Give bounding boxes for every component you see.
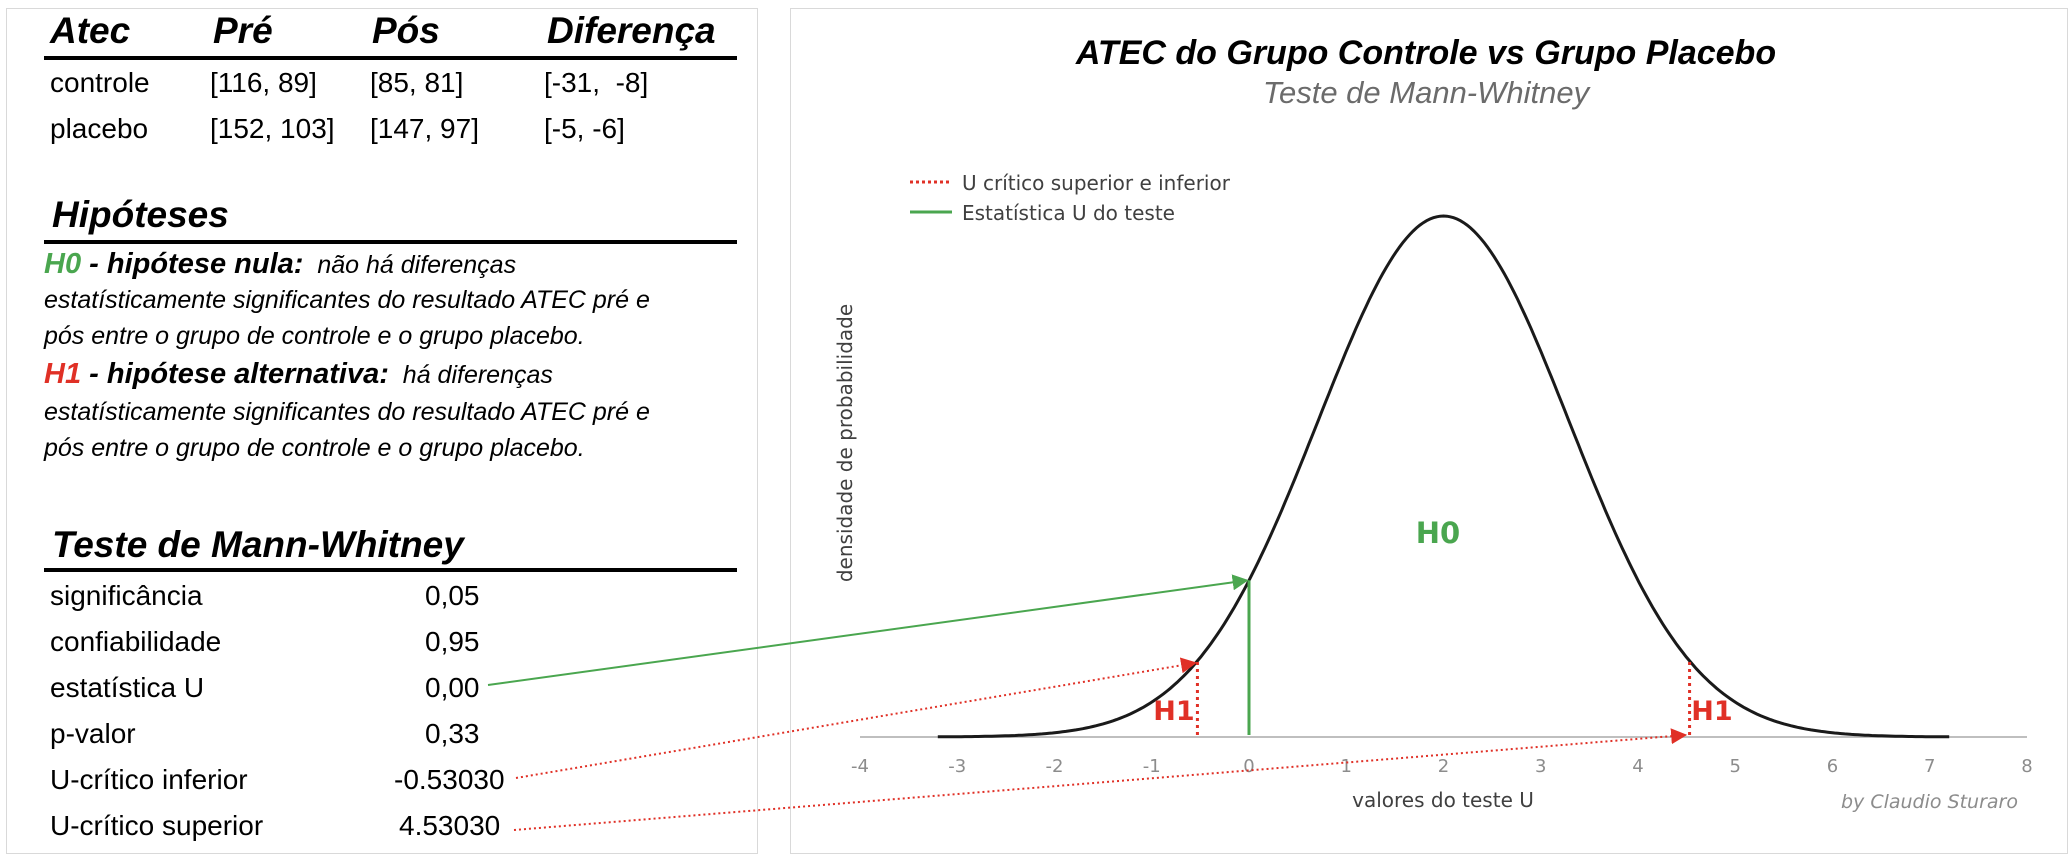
test-value-u-critico-inferior: -0.53030	[394, 764, 505, 795]
test-label-confiabilidade: confiabilidade	[50, 626, 222, 657]
h0-line-1: H0 - hipótese nula: não há diferenças	[44, 248, 516, 281]
row-pos-placebo: [147, 97]	[370, 113, 479, 144]
x-tick-label: 3	[1535, 756, 1546, 777]
table-header-pos: Pós	[372, 10, 440, 51]
test-label-estatistica-u: estatística U	[50, 672, 205, 703]
test-label-significancia: significância	[50, 580, 203, 611]
row-label-controle: controle	[50, 67, 150, 98]
y-axis-label: densidade de probabilidade	[833, 304, 857, 582]
row-diff-placebo: [-5, -6]	[544, 113, 625, 144]
row-pre-controle: [116, 89]	[210, 67, 317, 98]
region-label-h1-right: H1	[1691, 696, 1732, 727]
x-tick-label: 5	[1730, 756, 1741, 777]
row-pre-placebo: [152, 103]	[210, 113, 335, 144]
row-label-placebo: placebo	[50, 113, 149, 144]
h1-text-3: pós entre o grupo de controle e o grupo …	[44, 434, 585, 462]
chart-title: ATEC do Grupo Controle vs Grupo Placebo	[1075, 34, 1776, 72]
h1-label: - hipótese alternativa:	[81, 358, 389, 390]
x-axis-ticks: -4 -3 -2 -1 0 1 2 3 4 5 6 7 8	[851, 756, 2033, 777]
x-axis-label: valores do teste U	[1352, 788, 1534, 812]
hypotheses-rule	[44, 240, 737, 244]
table-header-atec: Atec	[50, 10, 131, 51]
test-title: Teste de Mann-Whitney	[52, 524, 464, 565]
h0-tag: H0	[44, 248, 82, 280]
h1-tag: H1	[44, 358, 82, 390]
test-value-estatistica-u: 0,00	[425, 672, 480, 703]
h1-text-1: há diferenças	[402, 361, 553, 389]
region-label-h1-left: H1	[1153, 696, 1194, 727]
x-tick-label: -1	[1143, 756, 1161, 777]
chart-subtitle: Teste de Mann-Whitney	[1263, 75, 1592, 110]
author-credit: by Claudio Sturaro	[1841, 791, 2018, 813]
test-value-significancia: 0,05	[425, 580, 480, 611]
h1-line-1: H1 - hipótese alternativa: há diferenças	[44, 358, 553, 391]
x-tick-label: -3	[948, 756, 966, 777]
x-tick-label: 6	[1827, 756, 1838, 777]
row-diff-controle: [-31, -8]	[544, 67, 649, 98]
x-tick-label: 4	[1632, 756, 1643, 777]
table-header-pre: Pré	[213, 10, 273, 51]
table-header-diff: Diferença	[547, 10, 716, 51]
region-label-h0: H0	[1416, 516, 1460, 550]
table-rule	[44, 56, 737, 60]
row-pos-controle: [85, 81]	[370, 67, 464, 98]
test-rule	[44, 568, 737, 572]
hypotheses-title: Hipóteses	[52, 194, 229, 235]
x-tick-label: 8	[2021, 756, 2032, 777]
test-label-u-critico-inferior: U-crítico inferior	[50, 764, 248, 795]
h0-text-2: estatísticamente significantes do result…	[44, 286, 650, 314]
chart-panel	[790, 8, 2068, 854]
test-label-p-valor: p-valor	[50, 718, 136, 749]
h1-text-2: estatísticamente significantes do result…	[44, 398, 650, 426]
x-tick-label: 1	[1341, 756, 1352, 777]
h0-text-1: não há diferenças	[317, 251, 517, 279]
summary-panel	[6, 8, 758, 854]
x-tick-label: -4	[851, 756, 869, 777]
h0-label: - hipótese nula:	[81, 248, 304, 280]
x-tick-label: 7	[1924, 756, 1935, 777]
test-value-confiabilidade: 0,95	[425, 626, 480, 657]
h0-text-3: pós entre o grupo de controle e o grupo …	[44, 322, 585, 350]
legend-label-critical: U crítico superior e inferior	[962, 171, 1231, 195]
u-statistic-arrow	[487, 574, 1249, 686]
x-tick-label: -2	[1046, 756, 1064, 777]
x-tick-label: 2	[1438, 756, 1449, 777]
distribution-curve	[937, 214, 1950, 739]
critical-upper-arrow	[513, 728, 1688, 831]
test-label-u-critico-superior: U-crítico superior	[50, 810, 264, 841]
x-tick-label: 0	[1243, 756, 1254, 777]
test-value-u-critico-superior: 4.53030	[399, 810, 501, 841]
test-value-p-valor: 0,33	[425, 718, 480, 749]
legend-label-u-statistic: Estatística U do teste	[962, 201, 1175, 225]
